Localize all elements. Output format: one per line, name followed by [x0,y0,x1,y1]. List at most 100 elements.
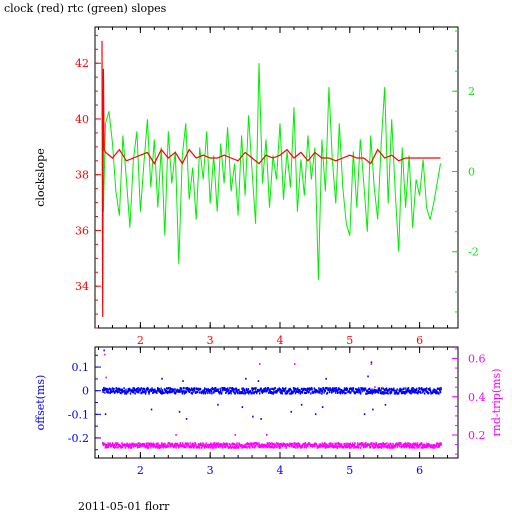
rnd-trip-point [347,442,349,445]
top-right-ytick-label: 2 [468,85,475,98]
offset-point [402,391,404,395]
offset-point [378,391,380,394]
offset-point [436,389,438,392]
offset-point [260,387,262,390]
offset-point [138,391,140,394]
rnd-trip-point [129,446,132,449]
rnd-trip-point [164,443,166,446]
offset-outlier-point [185,418,188,420]
rnd-trip-point [186,445,189,448]
offset-point [132,391,135,394]
rnd-trip-point [303,446,306,449]
offset-point [115,389,117,392]
rnd-trip-point [323,443,325,446]
rnd-trip-outlier-point [259,363,261,365]
rnd-trip-point [143,443,146,446]
offset-outlier-point [217,403,219,406]
rnd-trip-point [138,445,140,448]
rnd-trip-point [219,443,221,446]
top-left-ytick-label: 42 [75,57,89,70]
offset-point [196,390,199,393]
offset-point [115,389,118,393]
offset-point [137,386,139,390]
offset-point [389,388,391,391]
offset-point [213,391,215,394]
offset-point [433,390,436,394]
offset-point [187,388,190,391]
rnd-trip-point [376,446,378,449]
offset-point [427,392,429,395]
rnd-trip-point [361,444,363,447]
rnd-trip-point [411,443,413,446]
offset-point [174,388,176,391]
rnd-trip-point [340,445,343,448]
offset-point [143,387,145,390]
rnd-trip-point [216,445,218,448]
rnd-trip-point [330,442,332,445]
offset-point [367,391,370,395]
offset-point [173,391,176,394]
offset-point [395,389,398,392]
rnd-trip-point [353,444,355,447]
offset-point [416,387,418,390]
rnd-trip-point [324,446,326,449]
rnd-trip-point [199,446,201,449]
offset-point [144,392,147,395]
offset-point [388,389,390,392]
rnd-trip-point [166,445,169,448]
rnd-trip-point [375,442,378,445]
offset-point [253,391,256,394]
rnd-trip-point [221,444,224,447]
rnd-trip-point [167,443,169,446]
offset-point [411,389,414,392]
rnd-trip-point [235,445,238,448]
offset-point [323,387,325,391]
rnd-trip-point [416,446,418,449]
rnd-trip-point [169,442,171,445]
offset-point [377,389,379,392]
offset-point [318,387,320,390]
offset-point [307,389,309,392]
offset-point [246,388,248,391]
offset-point [136,390,138,394]
offset-point [102,388,105,392]
offset-point [297,387,299,390]
offset-point [228,391,231,394]
rnd-trip-point [343,443,346,446]
offset-point [337,391,339,394]
offset-point [320,388,323,391]
offset-point [143,388,146,391]
rnd-trip-point [155,442,158,445]
offset-point [234,387,237,390]
offset-point [160,391,162,394]
rnd-trip-point [279,443,282,446]
offset-point [129,392,132,395]
rnd-trip-point [413,443,416,446]
rnd-trip-point [117,446,119,449]
rnd-trip-point [408,446,411,449]
rnd-trip-point [416,442,419,445]
rnd-trip-point [335,444,337,447]
rnd-trip-point [193,444,195,447]
offset-point [218,391,220,394]
rnd-trip-point [321,442,323,445]
offset-point [328,388,330,391]
rnd-trip-point [400,442,402,445]
rnd-trip-point [259,445,261,449]
offset-outlier-point [384,403,387,406]
offset-point [413,391,416,394]
offset-point [269,391,272,394]
rnd-trip-point [226,444,228,448]
rnd-trip-point [348,445,351,448]
offset-point [289,387,291,390]
offset-point [311,388,313,391]
offset-point [148,391,151,394]
rnd-trip-point [304,444,306,447]
rnd-trip-point [403,446,405,449]
rnd-trip-point [129,442,131,446]
rnd-trip-point [412,444,414,447]
offset-point [380,389,382,392]
offset-point [111,390,113,393]
offset-point [165,389,167,393]
offset-point [184,391,187,394]
